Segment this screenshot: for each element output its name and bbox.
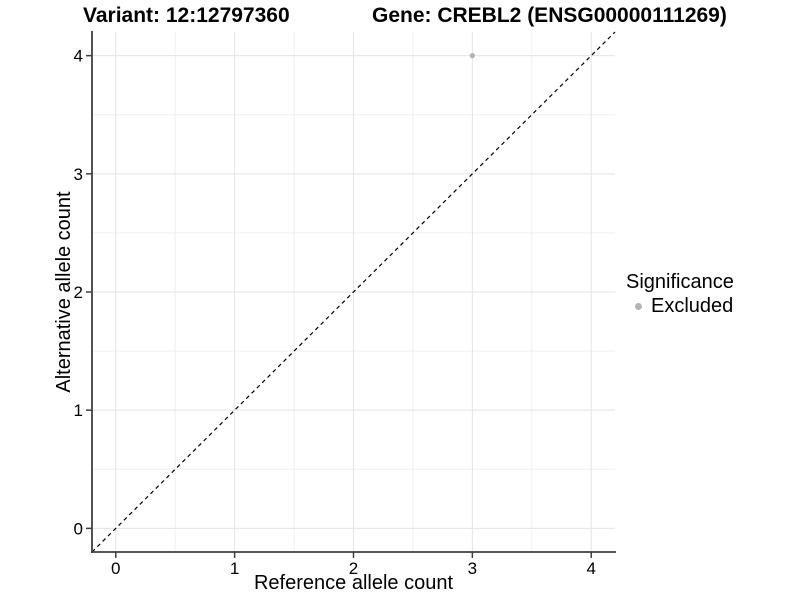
x-tick-label: 4 xyxy=(586,559,595,578)
x-tick-label: 0 xyxy=(111,559,120,578)
x-tick-label: 2 xyxy=(349,559,358,578)
y-tick-label: 3 xyxy=(74,165,83,184)
legend-item-label: Excluded xyxy=(651,295,734,317)
y-tick-label: 2 xyxy=(74,283,83,302)
legend: Significance Excluded xyxy=(626,271,734,317)
legend-key-dot-icon xyxy=(635,302,642,310)
identity-dashed-line xyxy=(91,31,616,553)
y-tick-label: 1 xyxy=(74,401,83,420)
variant-title: Variant: 12:12797360 xyxy=(83,4,290,27)
y-tick-label: 4 xyxy=(74,47,83,66)
legend-item-excluded: Excluded xyxy=(626,295,734,317)
x-tick-label: 1 xyxy=(230,559,239,578)
gene-title: Gene: CREBL2 (ENSG00000111269) xyxy=(372,4,727,27)
legend-title: Significance xyxy=(626,271,734,293)
x-tick-label: 3 xyxy=(468,559,477,578)
data-point xyxy=(469,53,475,59)
y-axis-title: Alternative allele count xyxy=(53,191,75,393)
x-axis-title: Reference allele count xyxy=(253,572,453,594)
y-tick-label: 0 xyxy=(74,519,83,538)
